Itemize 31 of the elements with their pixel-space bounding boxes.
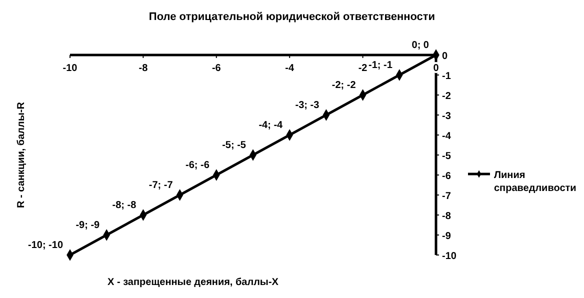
- data-label: -1; -1: [368, 60, 393, 71]
- data-label: -2; -2: [332, 80, 356, 91]
- y-tick-label: -8: [442, 211, 452, 222]
- chart-title: Поле отрицательной юридической ответственности: [148, 11, 436, 23]
- x-tick-label: -2: [358, 63, 368, 74]
- data-label: -8; -8: [112, 200, 137, 211]
- y-tick-label: -9: [442, 231, 452, 242]
- y-tick-label: -5: [442, 151, 452, 162]
- data-label: -9; -9: [76, 220, 100, 231]
- y-tick-label: -7: [442, 191, 452, 202]
- legend-label: Линия справедливости: [494, 170, 576, 194]
- y-tick-label: -6: [442, 171, 452, 182]
- y-axis-title: R - санкции, баллы-R: [16, 101, 27, 208]
- y-tick-label: -4: [442, 131, 452, 142]
- data-label: -10; -10: [28, 240, 64, 251]
- data-label: -5; -5: [222, 140, 246, 151]
- y-tick-label: 0: [442, 51, 448, 62]
- x-tick-label: -8: [138, 63, 148, 74]
- y-tick-label: -10: [442, 251, 457, 262]
- x-tick-label: -10: [62, 63, 78, 74]
- data-label: 0; 0: [412, 40, 430, 51]
- data-label: -7; -7: [148, 180, 174, 191]
- x-tick-label: -6: [212, 63, 222, 74]
- y-tick-label: -3: [442, 111, 452, 122]
- x-tick-label: -4: [285, 63, 294, 74]
- data-label: -3; -3: [295, 100, 320, 111]
- y-tick-label: -1: [442, 71, 452, 82]
- data-label: -6; -6: [185, 160, 210, 171]
- y-tick-label: -2: [442, 91, 452, 102]
- data-label: -4; -4: [258, 120, 284, 131]
- x-axis-title: X - запрещенные деяния, баллы-X: [108, 277, 279, 288]
